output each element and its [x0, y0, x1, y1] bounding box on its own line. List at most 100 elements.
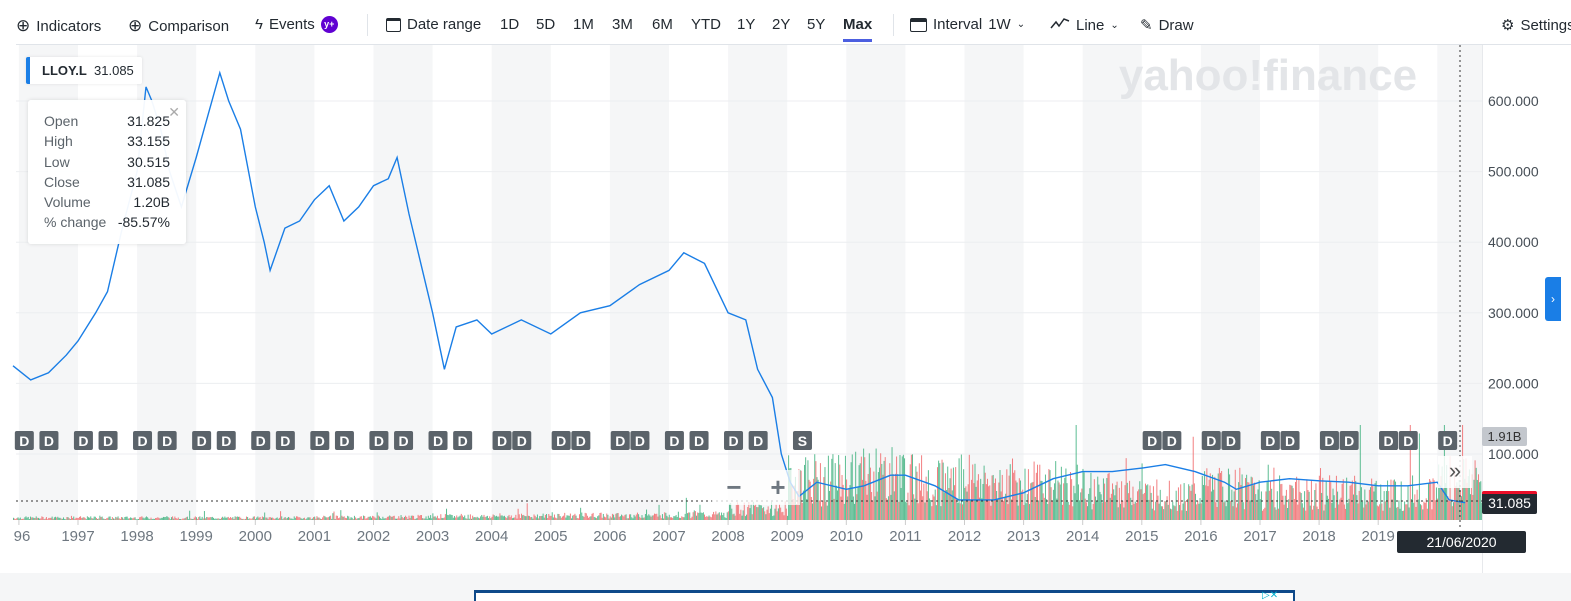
volume-bar — [716, 514, 718, 520]
dividend-marker[interactable]: D — [1339, 431, 1359, 450]
expand-panel-button[interactable]: › — [1545, 277, 1561, 321]
zoom-in-button[interactable]: + — [770, 472, 786, 502]
range-1m[interactable]: 1M — [573, 16, 594, 33]
volume-bar — [1282, 495, 1284, 520]
volume-bar — [1058, 482, 1060, 520]
volume-bar — [653, 513, 655, 520]
dividend-marker[interactable]: D — [664, 431, 684, 450]
dividend-marker[interactable]: D — [1379, 431, 1399, 450]
dividend-marker[interactable]: D — [39, 431, 59, 450]
dividend-marker[interactable]: D — [275, 431, 295, 450]
volume-bar — [442, 518, 444, 520]
interval-button[interactable]: Interval 1W ⌄ — [910, 16, 1025, 33]
dividend-marker[interactable]: D — [1260, 431, 1280, 450]
volume-bar — [136, 519, 138, 520]
dividend-marker[interactable]: D — [1162, 431, 1182, 450]
symbol-legend[interactable]: LLOY.L 31.085 — [26, 57, 142, 84]
ad-choices-icon[interactable]: ▷✕ — [1262, 590, 1279, 601]
dividend-marker[interactable]: D — [157, 431, 177, 450]
range-5d[interactable]: 5D — [536, 16, 556, 33]
dividend-marker[interactable]: D — [571, 431, 591, 450]
volume-bar — [1225, 506, 1227, 520]
range-5y[interactable]: 5Y — [807, 16, 826, 33]
dividend-marker[interactable]: D — [394, 431, 414, 450]
volume-bar — [609, 516, 611, 520]
dividend-marker[interactable]: D — [512, 431, 532, 450]
dividend-marker[interactable]: D — [334, 431, 354, 450]
draw-button[interactable]: ✎ Draw — [1140, 16, 1194, 35]
dividend-marker[interactable]: D — [1438, 431, 1458, 450]
dividend-marker[interactable]: D — [251, 431, 271, 450]
dividend-marker[interactable]: D — [551, 431, 571, 450]
range-2y[interactable]: 2Y — [772, 16, 791, 33]
events-button[interactable]: ϟ Events y+ — [255, 16, 338, 33]
volume-bar — [1108, 472, 1110, 520]
dividend-marker[interactable]: D — [14, 431, 34, 450]
range-6m[interactable]: 6M — [652, 16, 673, 33]
dividend-marker[interactable]: D — [216, 431, 236, 450]
scroll-to-latest-button[interactable]: » — [1438, 456, 1472, 488]
tooltip-label: Volume — [44, 194, 91, 211]
dividend-marker[interactable]: D — [369, 431, 389, 450]
dividend-marker[interactable]: D — [310, 431, 330, 450]
settings-button[interactable]: ⚙ Settings — [1501, 16, 1571, 35]
dividend-marker[interactable]: D — [724, 431, 744, 450]
volume-bar — [648, 514, 650, 520]
range-ytd[interactable]: YTD — [691, 16, 721, 33]
volume-bar — [1338, 504, 1340, 520]
volume-bar — [384, 518, 386, 520]
dividend-marker[interactable]: D — [689, 431, 709, 450]
dividend-marker[interactable]: D — [492, 431, 512, 450]
volume-bar — [533, 514, 535, 520]
price-chart[interactable]: yahoo!finance 100.000 200.000 300.000 400.00… — [0, 45, 1571, 573]
volume-bar — [1188, 484, 1190, 520]
volume-bar — [366, 518, 368, 520]
volume-bar — [714, 514, 716, 520]
dividend-marker[interactable]: D — [630, 431, 650, 450]
close-icon[interactable]: ✕ — [168, 104, 180, 120]
volume-bar — [885, 498, 887, 520]
dividend-marker[interactable]: D — [1319, 431, 1339, 450]
ad-banner[interactable] — [474, 590, 1295, 601]
volume-bar — [167, 517, 169, 520]
range-3m[interactable]: 3M — [612, 16, 633, 33]
dividend-marker[interactable]: D — [1398, 431, 1418, 450]
volume-bar — [686, 513, 688, 520]
dividend-marker[interactable]: D — [748, 431, 768, 450]
chart-type-button[interactable]: Line ⌄ — [1050, 16, 1119, 34]
dividend-marker[interactable]: D — [98, 431, 118, 450]
volume-bar — [430, 515, 432, 520]
dividend-marker[interactable]: D — [1142, 431, 1162, 450]
date-range-button[interactable]: Date range — [386, 16, 481, 33]
volume-bar — [1318, 475, 1320, 520]
dividend-marker[interactable]: D — [133, 431, 153, 450]
dividend-marker[interactable]: D — [453, 431, 473, 450]
range-1d[interactable]: 1D — [500, 16, 520, 33]
volume-bar — [277, 518, 279, 520]
range-1y[interactable]: 1Y — [737, 16, 756, 33]
volume-bar — [192, 518, 194, 520]
volume-bar — [119, 518, 121, 520]
volume-bar — [81, 517, 83, 520]
dividend-marker[interactable]: D — [192, 431, 212, 450]
dividend-marker[interactable]: D — [428, 431, 448, 450]
dividend-marker[interactable]: D — [73, 431, 93, 450]
volume-bar — [1289, 484, 1291, 520]
event-label: D — [576, 433, 586, 449]
dividend-marker[interactable]: D — [610, 431, 630, 450]
zoom-out-button[interactable]: − — [726, 472, 742, 502]
volume-bar — [385, 518, 387, 520]
volume-bar — [1426, 508, 1428, 520]
range-max[interactable]: Max — [843, 16, 873, 42]
dividend-marker[interactable]: D — [1221, 431, 1241, 450]
split-marker[interactable]: S — [792, 431, 812, 450]
volume-bar — [817, 479, 819, 520]
dividend-marker[interactable]: D — [1201, 431, 1221, 450]
comparison-button[interactable]: ⊕ Comparison — [128, 16, 230, 35]
dividend-marker[interactable]: D — [1280, 431, 1300, 450]
volume-bar — [748, 501, 750, 520]
indicators-button[interactable]: ⊕ Indicators — [16, 16, 102, 35]
volume-bar — [285, 518, 287, 520]
volume-bar — [552, 517, 554, 520]
volume-bar — [1381, 503, 1383, 520]
